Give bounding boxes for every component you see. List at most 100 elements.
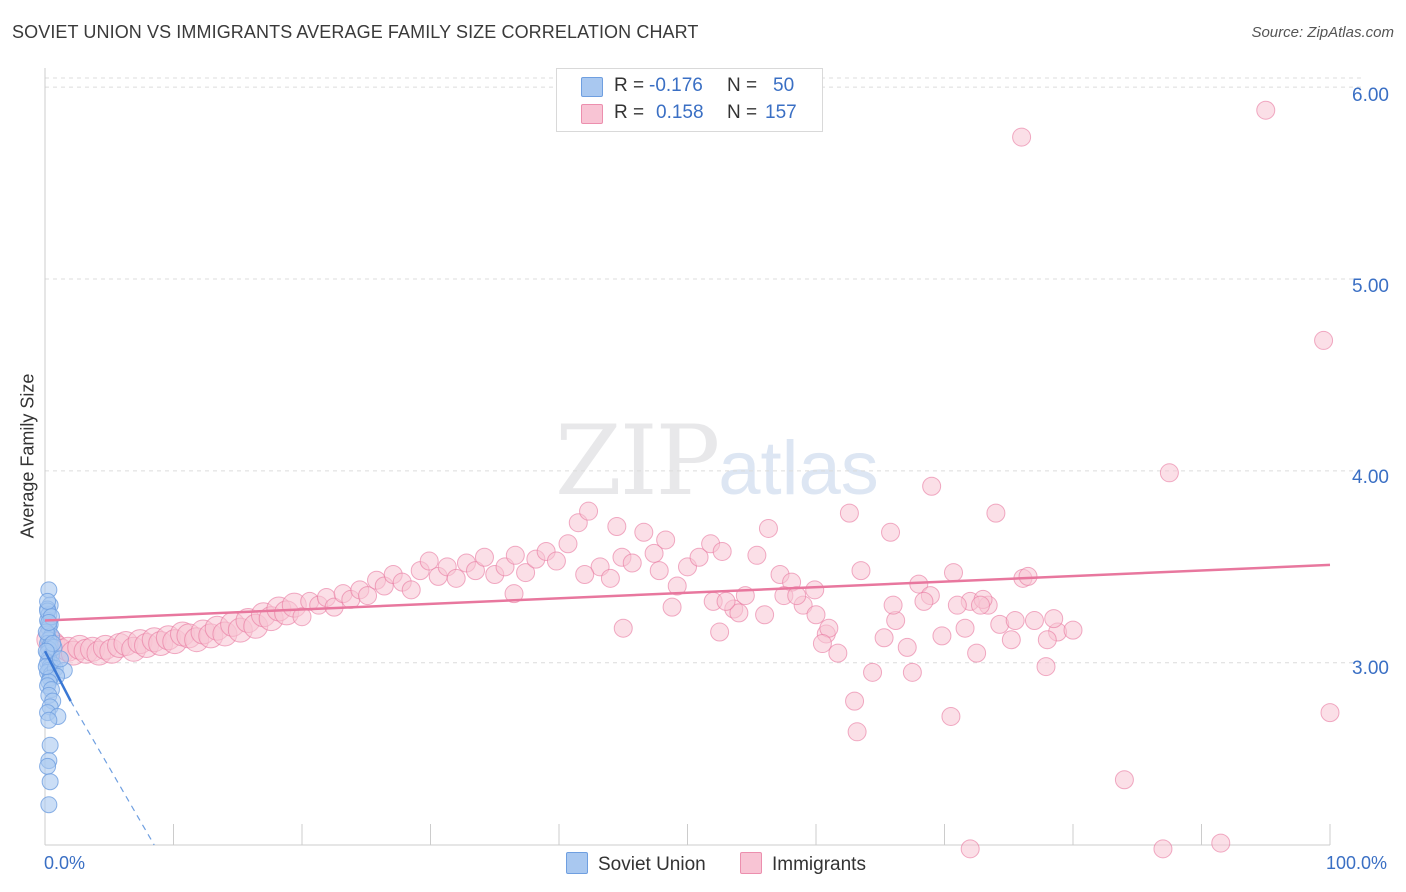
bottom-legend-label-immigrants: Immigrants [772,854,866,875]
legend-r-label: R = [614,102,645,123]
immigrants-point [805,580,825,600]
y-tick-label-4: 4.00 [1352,467,1389,488]
y-axis-label: Average Family Size [17,373,38,539]
soviet-union-point [40,613,58,631]
immigrants-point [943,563,963,583]
bottom-legend-swatch-soviet-union [566,852,588,874]
immigrants-point [505,545,525,565]
immigrants-point [358,586,378,606]
watermark: ZIPatlas [555,405,879,517]
immigrants-point [1211,833,1231,853]
immigrants-point [960,839,980,859]
immigrants-point [1018,566,1038,586]
immigrants-point [863,662,883,682]
immigrants-point [970,595,990,615]
immigrants-point [851,561,871,581]
immigrants-point [644,543,664,563]
immigrants-point [575,564,595,584]
bottom-legend-swatch-immigrants [740,852,762,874]
immigrants-point [1114,770,1134,790]
immigrants-point [806,605,826,625]
immigrants-point [883,595,903,615]
immigrants-point [419,551,439,571]
immigrants-point [845,691,865,711]
immigrants-point [1314,330,1334,350]
immigrants-points [36,100,1340,859]
immigrants-point [1005,611,1025,631]
immigrants-point [1024,611,1044,631]
immigrants-point [634,522,654,542]
immigrants-point [667,576,687,596]
soviet-union-trend-extension [70,700,155,846]
immigrants-point [1001,630,1021,650]
x-tick-label-right: 100.0% [1326,853,1388,873]
bottom-legend-immigrants: Immigrants [740,852,866,876]
legend-r-value: 0.158 [656,102,704,123]
x-tick-label-left: 0.0% [44,853,86,873]
soviet-union-point [41,773,59,791]
y-tick-label-3: 3.00 [1352,658,1389,679]
immigrants-point [947,595,967,615]
immigrants-point [712,541,732,561]
immigrants-point [787,586,807,606]
legend-n-value: 157 [765,102,797,123]
immigrants-point [1153,839,1173,859]
immigrants-point [546,551,566,571]
immigrants-point [1256,100,1276,120]
soviet-union-point [40,796,58,814]
immigrants-point [1063,620,1083,640]
legend-swatch-immigrants [581,104,603,124]
bottom-legend-label-soviet-union: Soviet Union [598,854,706,875]
soviet-union-point [40,711,58,729]
y-tick-label-5: 5.00 [1352,276,1389,297]
legend-n-value: 50 [773,75,795,96]
immigrants-point [649,561,669,581]
immigrants-point [716,591,736,611]
immigrants-point [465,561,485,581]
immigrants-point [922,476,942,496]
immigrants-point [932,626,952,646]
immigrants-point [292,607,312,627]
legend-swatch-soviet-union [581,77,603,97]
immigrants-point [747,545,767,565]
immigrants-point [1036,657,1056,677]
immigrants-point [600,568,620,588]
immigrants-point [579,501,599,521]
chart-source: Source: ZipAtlas.com [1251,24,1394,41]
soviet-union-points [37,581,73,814]
immigrants-point [986,503,1006,523]
immigrants-point [504,584,524,604]
immigrants-point [622,553,642,573]
immigrants-point [941,706,961,726]
soviet-union-trend-line [43,650,72,702]
immigrants-point [881,522,901,542]
immigrants-point [874,628,894,648]
legend-r-value: -0.176 [649,75,703,96]
immigrants-point [1044,609,1064,629]
immigrants-point [607,517,627,537]
immigrants-point [474,547,494,567]
immigrants-point [812,634,832,654]
soviet-union-point [39,757,57,775]
immigrants-point [758,518,778,538]
legend-n-label: N = [727,102,758,123]
watermark-atlas: atlas [718,426,879,511]
soviet-union-point [39,592,57,610]
legend-n-label: N = [727,75,758,96]
axes [44,68,1331,846]
immigrants-point [613,618,633,638]
soviet-union-point [41,736,59,754]
watermark-zip: ZIP [555,405,720,517]
immigrants-point [689,547,709,567]
immigrants-point [847,722,867,742]
immigrants-point [446,568,466,588]
correlation-legend: R = -0.176 N = 50 R = 0.158 N = 157 [556,68,823,132]
immigrants-point [967,643,987,663]
immigrants-point [401,580,421,600]
immigrants-point [955,618,975,638]
immigrants-point [1159,463,1179,483]
immigrants-point [897,637,917,657]
chart-title: SOVIET UNION VS IMMIGRANTS AVERAGE FAMIL… [12,22,699,42]
legend-r-label: R = [614,75,645,96]
immigrants-point [710,622,730,642]
